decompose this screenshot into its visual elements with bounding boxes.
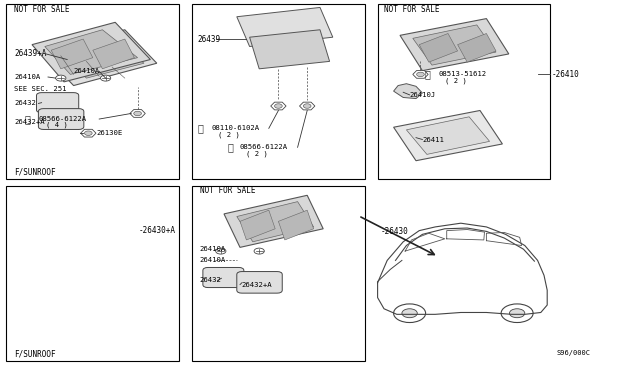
Polygon shape xyxy=(406,117,490,154)
Polygon shape xyxy=(51,39,93,69)
Polygon shape xyxy=(413,71,428,78)
Circle shape xyxy=(509,309,525,318)
Text: ( 2 ): ( 2 ) xyxy=(246,150,268,157)
Text: -26410: -26410 xyxy=(552,70,579,79)
Text: 08110-6102A: 08110-6102A xyxy=(211,125,259,131)
Text: 08566-6122A: 08566-6122A xyxy=(240,144,288,150)
Text: NOT FOR SALE: NOT FOR SALE xyxy=(200,186,255,195)
Circle shape xyxy=(100,75,111,81)
Text: 26410A: 26410A xyxy=(14,74,40,80)
Polygon shape xyxy=(458,33,496,62)
Circle shape xyxy=(417,72,424,77)
Bar xyxy=(6,186,179,361)
Text: 26410J: 26410J xyxy=(410,92,436,98)
Polygon shape xyxy=(419,33,458,62)
Text: ( 2 ): ( 2 ) xyxy=(445,77,467,84)
Circle shape xyxy=(501,304,533,323)
Circle shape xyxy=(254,248,264,254)
Polygon shape xyxy=(278,210,314,240)
Text: ( 2 ): ( 2 ) xyxy=(218,131,239,138)
Text: 26439: 26439 xyxy=(197,35,220,44)
Text: S96/000C: S96/000C xyxy=(557,350,591,356)
Polygon shape xyxy=(45,30,138,74)
Polygon shape xyxy=(250,30,330,69)
Text: 26432: 26432 xyxy=(200,278,221,283)
Text: 08513-51612: 08513-51612 xyxy=(438,71,486,77)
Polygon shape xyxy=(394,110,502,161)
Text: 26411: 26411 xyxy=(422,137,444,142)
Polygon shape xyxy=(32,22,150,82)
Text: 26432: 26432 xyxy=(14,100,36,106)
Bar xyxy=(192,4,365,179)
Text: 08566-6122A: 08566-6122A xyxy=(38,116,86,122)
Circle shape xyxy=(394,304,426,323)
Polygon shape xyxy=(81,129,96,137)
Bar xyxy=(6,4,179,179)
Polygon shape xyxy=(394,84,422,99)
Text: Ⓢ: Ⓢ xyxy=(227,142,233,152)
Text: 26432+A: 26432+A xyxy=(242,282,273,288)
Circle shape xyxy=(134,111,141,116)
Circle shape xyxy=(84,131,92,135)
Text: 26410A: 26410A xyxy=(200,246,226,252)
Text: 26130E: 26130E xyxy=(96,130,122,136)
Circle shape xyxy=(275,104,282,108)
Text: F/SUNROOF: F/SUNROOF xyxy=(14,350,56,359)
Circle shape xyxy=(56,75,66,81)
Text: NOT FOR SALE: NOT FOR SALE xyxy=(14,5,70,14)
Text: -26430+A: -26430+A xyxy=(139,226,176,235)
Text: 26410A: 26410A xyxy=(74,68,100,74)
Text: Ⓢ: Ⓢ xyxy=(24,114,30,124)
Polygon shape xyxy=(413,25,496,65)
FancyBboxPatch shape xyxy=(36,93,79,113)
Polygon shape xyxy=(237,7,333,46)
Circle shape xyxy=(303,104,311,108)
Text: ( 4 ): ( 4 ) xyxy=(46,121,68,128)
Text: SEE SEC. 251: SEE SEC. 251 xyxy=(14,86,67,92)
Bar xyxy=(192,186,365,361)
Circle shape xyxy=(216,248,226,254)
Text: Ⓢ: Ⓢ xyxy=(197,124,203,133)
FancyBboxPatch shape xyxy=(237,272,282,293)
Polygon shape xyxy=(42,30,157,86)
Polygon shape xyxy=(400,19,509,71)
Text: NOT FOR SALE: NOT FOR SALE xyxy=(384,5,440,14)
Polygon shape xyxy=(224,195,323,247)
Polygon shape xyxy=(237,202,314,242)
Text: F/SUNROOF: F/SUNROOF xyxy=(14,168,56,177)
Text: 26439+A: 26439+A xyxy=(14,49,47,58)
Polygon shape xyxy=(271,102,286,110)
Polygon shape xyxy=(93,39,134,69)
Polygon shape xyxy=(300,102,315,110)
Circle shape xyxy=(402,309,417,318)
Polygon shape xyxy=(130,110,145,117)
Bar xyxy=(378,4,550,179)
Text: 26410A: 26410A xyxy=(200,257,226,263)
Text: 26432+A: 26432+A xyxy=(14,119,45,125)
Text: -26430: -26430 xyxy=(381,227,408,236)
Polygon shape xyxy=(240,210,275,240)
Polygon shape xyxy=(61,37,144,78)
FancyBboxPatch shape xyxy=(38,109,84,129)
Text: Ⓢ: Ⓢ xyxy=(424,70,430,79)
FancyBboxPatch shape xyxy=(203,267,244,288)
